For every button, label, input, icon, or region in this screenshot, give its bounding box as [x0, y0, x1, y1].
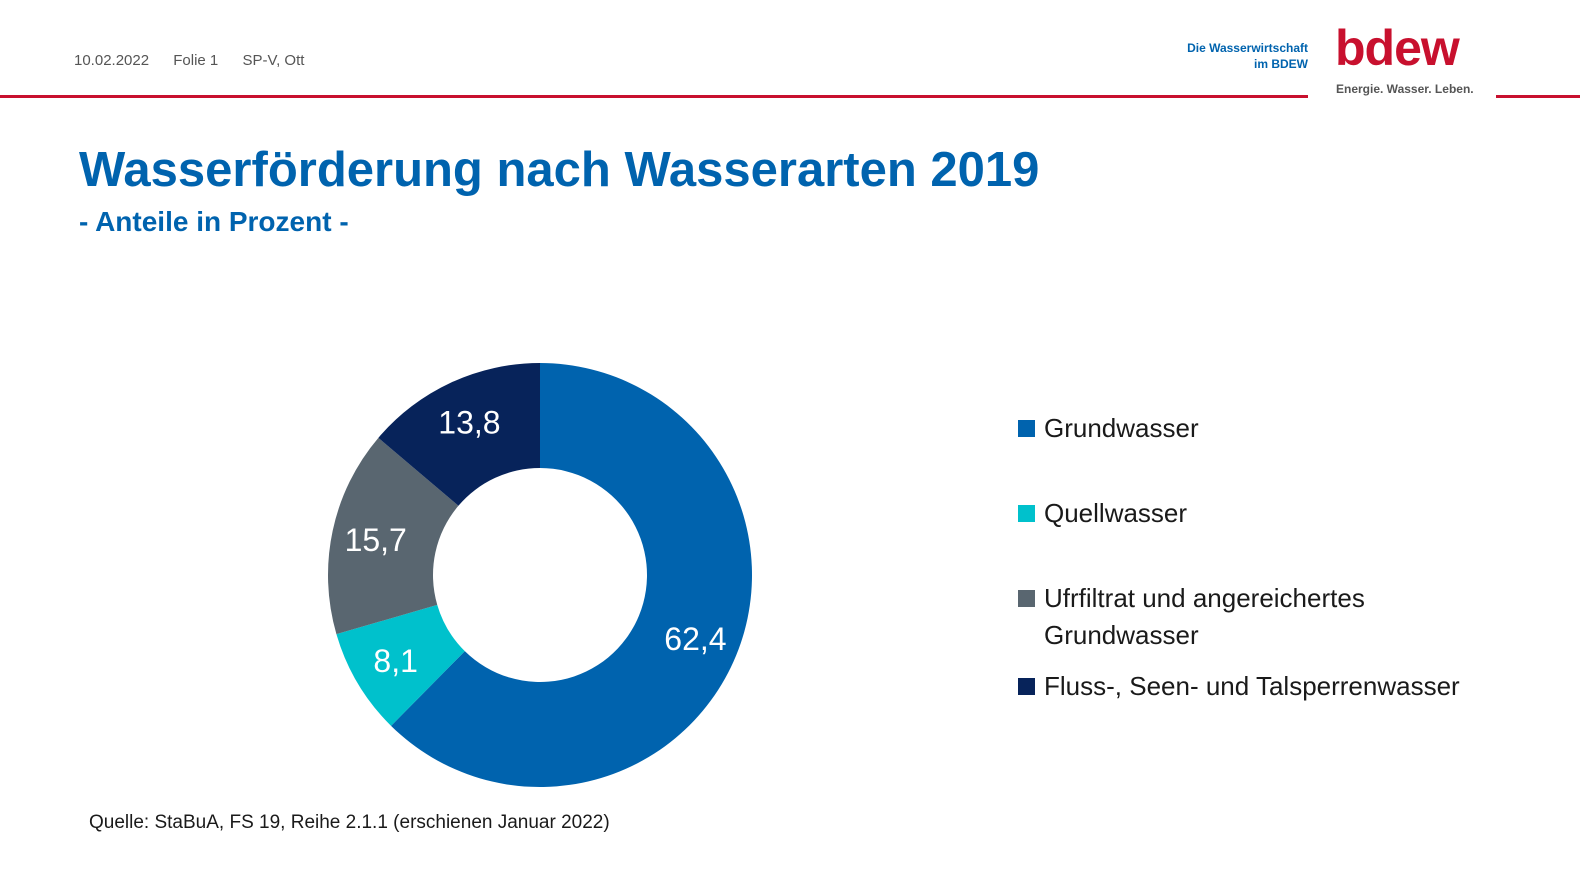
legend-item-uferfiltrat: Ufrfiltrat und angereichertes Grundwasse…: [1018, 580, 1464, 654]
slice-quellwasser: [336, 604, 465, 726]
legend-swatch-quellwasser: [1018, 505, 1035, 522]
legend-item-quellwasser: Quellwasser: [1018, 495, 1558, 532]
donut-chart: 62,4 8,1 15,7 13,8: [328, 363, 752, 787]
brand-tagline-line2: im BDEW: [1254, 57, 1308, 71]
slice-oberflaechenwasser: [378, 363, 540, 506]
legend-swatch-grundwasser: [1018, 420, 1035, 437]
legend-label-quellwasser: Quellwasser: [1044, 498, 1188, 528]
legend-item-oberflaechenwasser: Fluss-, Seen- und Talsperrenwasser: [1018, 668, 1558, 705]
slice-grundwasser: [391, 363, 752, 787]
data-label-grundwasser: 62,4: [664, 621, 726, 657]
slide-date: 10.02.2022: [74, 52, 150, 69]
slide-number: Folie 1: [173, 52, 219, 69]
slide-author: SP-V, Ott: [242, 52, 305, 69]
bdew-logo: bdew: [1335, 20, 1460, 76]
legend-label-oberflaechenwasser: Fluss-, Seen- und Talsperrenwasser: [1044, 671, 1460, 701]
chart-title: Wasserförderung nach Wasserarten 2019: [79, 143, 1040, 197]
legend-label-uferfiltrat: Ufrfiltrat und angereichertes Grundwasse…: [1044, 583, 1365, 650]
data-label-oberflaechenwasser: 13,8: [438, 405, 500, 441]
brand-tagline: Die Wasserwirtschaft im BDEW: [1187, 40, 1308, 72]
header-rule-right: [1496, 95, 1580, 98]
legend-label-grundwasser: Grundwasser: [1044, 413, 1199, 443]
bdew-logo-subline: Energie. Wasser. Leben.: [1336, 82, 1474, 96]
data-label-quellwasser: 8,1: [373, 643, 417, 679]
header-meta: 10.02.2022 Folie 1 SP-V, Ott: [74, 52, 324, 69]
source-note: Quelle: StaBuA, FS 19, Reihe 2.1.1 (ersc…: [89, 812, 610, 833]
legend-swatch-oberflaechenwasser: [1018, 678, 1035, 695]
legend-item-grundwasser: Grundwasser: [1018, 410, 1558, 447]
chart-legend: Grundwasser Quellwasser Ufrfiltrat und a…: [1018, 410, 1558, 705]
legend-swatch-uferfiltrat: [1018, 590, 1035, 607]
brand-tagline-line1: Die Wasserwirtschaft: [1187, 41, 1308, 55]
header-rule-left: [0, 95, 1308, 98]
slice-uferfiltrat: [328, 437, 459, 635]
data-label-uferfiltrat: 15,7: [345, 522, 407, 558]
chart-subtitle: - Anteile in Prozent -: [79, 206, 349, 237]
